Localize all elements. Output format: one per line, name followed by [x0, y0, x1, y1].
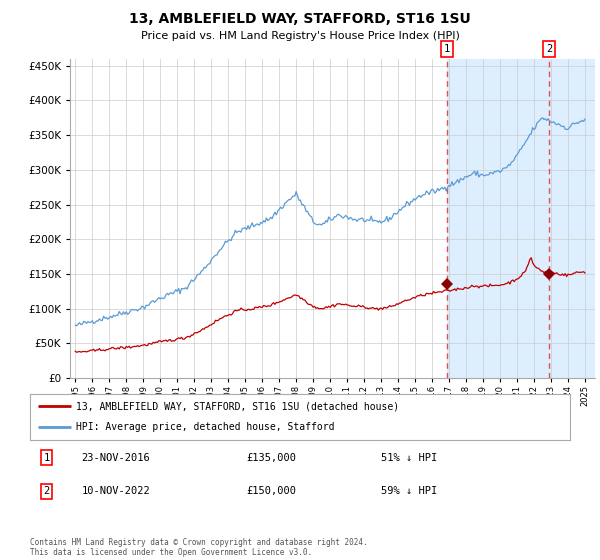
Text: £135,000: £135,000 — [246, 453, 296, 463]
Text: 2: 2 — [546, 44, 552, 54]
Text: £150,000: £150,000 — [246, 487, 296, 496]
Text: 1: 1 — [444, 44, 450, 54]
Text: 23-NOV-2016: 23-NOV-2016 — [82, 453, 150, 463]
Text: Contains HM Land Registry data © Crown copyright and database right 2024.
This d: Contains HM Land Registry data © Crown c… — [30, 538, 368, 557]
Text: 13, AMBLEFIELD WAY, STAFFORD, ST16 1SU (detached house): 13, AMBLEFIELD WAY, STAFFORD, ST16 1SU (… — [76, 401, 399, 411]
Text: 51% ↓ HPI: 51% ↓ HPI — [381, 453, 437, 463]
Text: 59% ↓ HPI: 59% ↓ HPI — [381, 487, 437, 496]
Text: 1: 1 — [44, 453, 50, 463]
Text: Price paid vs. HM Land Registry's House Price Index (HPI): Price paid vs. HM Land Registry's House … — [140, 31, 460, 41]
Text: HPI: Average price, detached house, Stafford: HPI: Average price, detached house, Staf… — [76, 422, 334, 432]
Text: 2: 2 — [44, 487, 50, 496]
Text: 13, AMBLEFIELD WAY, STAFFORD, ST16 1SU: 13, AMBLEFIELD WAY, STAFFORD, ST16 1SU — [129, 12, 471, 26]
Bar — [447, 59, 595, 378]
Text: 10-NOV-2022: 10-NOV-2022 — [82, 487, 150, 496]
